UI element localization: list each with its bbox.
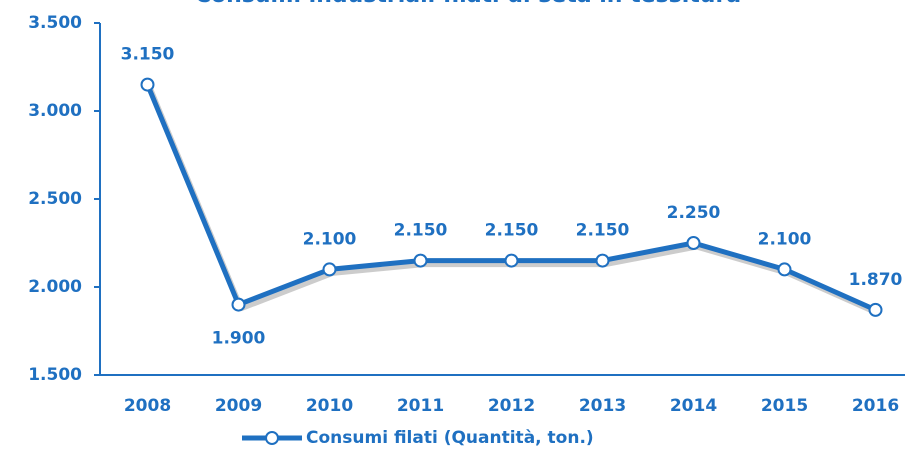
data-label: 3.150 — [121, 45, 175, 65]
chart-title: Consumi industriali filati di seta in te… — [195, 0, 741, 8]
data-label: 1.900 — [212, 329, 266, 349]
data-label: 2.100 — [758, 229, 812, 249]
x-tick-label: 2009 — [215, 396, 262, 416]
x-tick-label: 2013 — [579, 396, 626, 416]
x-tick-label: 2014 — [670, 396, 717, 416]
x-tick-label: 2008 — [124, 396, 171, 416]
data-point — [504, 253, 519, 268]
y-tick-label: 2.000 — [28, 277, 82, 297]
data-point — [231, 297, 246, 312]
x-tick-label: 2010 — [306, 396, 353, 416]
legend-label: Consumi filati (Quantità, ton.) — [306, 428, 594, 448]
y-tick-label: 3.500 — [28, 13, 82, 33]
data-point — [322, 262, 337, 277]
x-tick-label: 2015 — [761, 396, 808, 416]
data-label: 2.150 — [485, 221, 539, 241]
data-label: 2.250 — [667, 203, 721, 223]
data-label: 2.150 — [576, 221, 630, 241]
data-point — [140, 77, 155, 92]
y-tick-label: 3.000 — [28, 101, 82, 121]
data-label: 2.150 — [394, 221, 448, 241]
data-point — [595, 253, 610, 268]
data-label: 1.870 — [849, 270, 903, 290]
legend-marker — [265, 431, 279, 445]
data-point — [413, 253, 428, 268]
data-line — [145, 83, 877, 313]
x-tick-label: 2011 — [397, 396, 444, 416]
y-tick-label: 1.500 — [28, 365, 82, 385]
data-point — [686, 236, 701, 250]
data-point — [777, 262, 792, 277]
x-tick-label: 2016 — [852, 396, 899, 416]
y-tick-label: 2.500 — [28, 189, 82, 209]
data-point — [868, 302, 883, 317]
line-shadow — [148, 87, 880, 317]
x-tick-label: 2012 — [488, 396, 535, 416]
data-label: 2.100 — [303, 229, 357, 249]
